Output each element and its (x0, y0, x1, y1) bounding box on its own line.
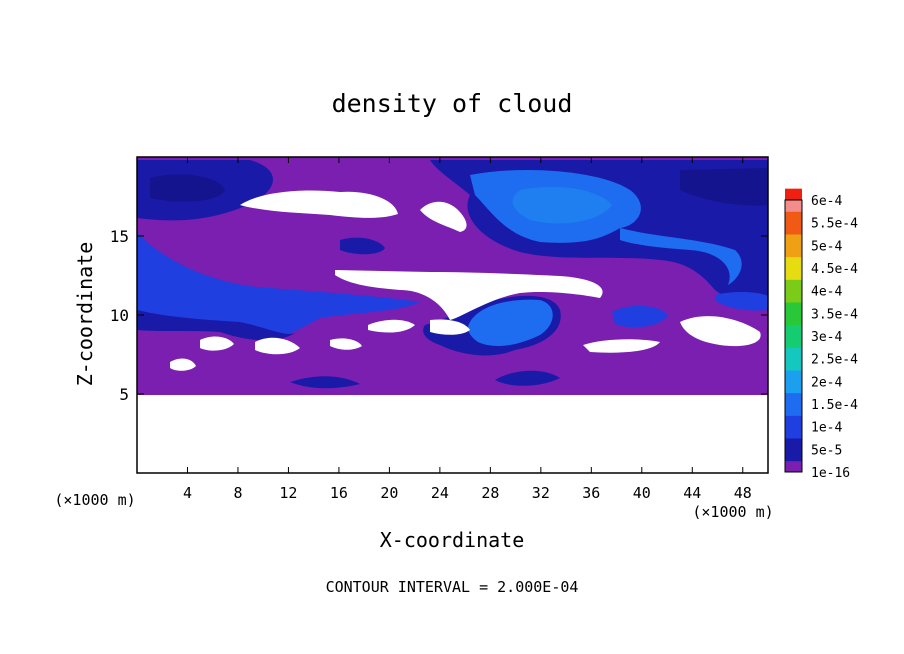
colorbar-swatch (785, 256, 802, 280)
x-tick-label: 48 (734, 484, 752, 502)
colorbar-label: 1e-16 (811, 466, 850, 481)
x-tick-label: 16 (330, 484, 348, 502)
y-tick-label: 10 (110, 306, 129, 325)
colorbar-swatch (785, 324, 802, 348)
x-tick-label: 36 (582, 484, 600, 502)
colorbar-label: 3.5e-4 (811, 307, 858, 322)
mid-dark-blob (340, 237, 385, 255)
far-right-blob (715, 292, 768, 311)
colorbar-label: 4.5e-4 (811, 262, 858, 277)
central-core (468, 299, 553, 346)
plume-inner (512, 186, 612, 224)
plume-tail (620, 228, 742, 285)
colorbar-swatch (785, 302, 802, 326)
x-tick-label: 40 (633, 484, 651, 502)
x-tick-label: 12 (279, 484, 297, 502)
colorbar-label: 4e-4 (811, 285, 842, 300)
upper-left-core (150, 174, 225, 202)
y-axis: 5 10 15 (110, 227, 768, 404)
colorbar-swatch (785, 460, 802, 473)
colorbar-swatch (785, 392, 802, 416)
x-tick-label: 24 (431, 484, 449, 502)
chart-title: density of cloud (332, 89, 573, 118)
left-band-dark-edge (137, 310, 300, 341)
x-axis-label: X-coordinate (380, 528, 525, 552)
colorbar-swatch (785, 200, 802, 212)
x-unit-label-left: (×1000 m) (54, 491, 135, 509)
colorbar-label: 2e-4 (811, 375, 842, 390)
colorbar-label: 5.5e-4 (811, 217, 858, 232)
colorbar-swatch (785, 234, 802, 258)
y-axis-label: Z-coordinate (73, 242, 97, 387)
x-tick-label: 44 (683, 484, 701, 502)
colorbar: 1e-16 5e-5 1e-4 1.5e-4 2e-4 2.5e-4 3e-4 3.5e-4 4… (784, 188, 858, 481)
x-unit-label-right: (×1000 m) (692, 503, 773, 521)
cloud-free-gaps (137, 190, 768, 473)
lower-left-streak (290, 376, 360, 389)
colorbar-label: 2.5e-4 (811, 353, 858, 368)
y-tick-label: 15 (110, 227, 129, 246)
colorbar-swatch (785, 415, 802, 439)
colorbar-swatch (785, 370, 802, 394)
colorbar-swatch (785, 347, 802, 371)
y-tick-label: 5 (119, 385, 129, 404)
colorbar-label: 1e-4 (811, 421, 842, 436)
x-tick-label: 4 (183, 484, 192, 502)
colorbar-label: 6e-4 (811, 194, 842, 209)
colorbar-label: 5e-5 (811, 443, 842, 458)
colorbar-label: 1.5e-4 (811, 398, 858, 413)
colorbar-swatch (785, 211, 802, 235)
upper-right-corner (680, 168, 768, 206)
colorbar-swatch (785, 279, 802, 303)
x-tick-label: 8 (233, 484, 242, 502)
contour-interval-footer: CONTOUR INTERVAL = 2.000E-04 (326, 578, 579, 596)
colorbar-label: 5e-4 (811, 239, 842, 254)
plot-area (137, 157, 768, 473)
x-tick-label: 28 (481, 484, 499, 502)
colorbar-label: 3e-4 (811, 330, 842, 345)
x-tick-label: 32 (532, 484, 550, 502)
x-tick-label: 20 (380, 484, 398, 502)
lower-center-streak (495, 370, 560, 386)
right-cloud-blob (612, 305, 668, 328)
colorbar-swatch (785, 438, 802, 462)
x-axis: 4 8 12 16 20 24 28 32 36 40 44 48 (183, 157, 752, 502)
left-cloud-band (137, 232, 420, 338)
colorbar-frame (784, 199, 803, 473)
